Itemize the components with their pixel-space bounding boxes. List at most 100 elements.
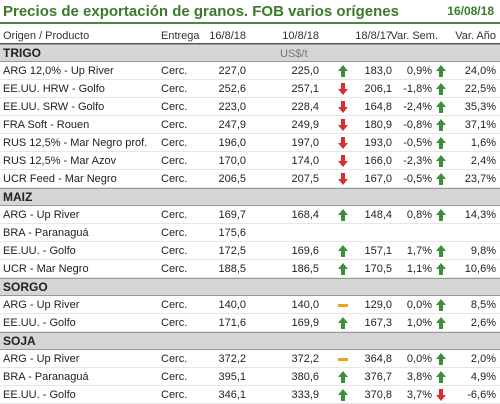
price-current: 346,1 bbox=[218, 389, 246, 401]
price-last-week: 197,0 bbox=[291, 137, 319, 149]
weekly-change: 3,7% bbox=[406, 389, 432, 401]
delivery-term: Cerc. bbox=[161, 389, 188, 401]
price-last-week: 169,6 bbox=[291, 245, 319, 257]
product-name: FRA Soft - Rouen bbox=[3, 119, 90, 131]
price-current: 223,0 bbox=[218, 101, 246, 113]
price-last-week: 174,0 bbox=[291, 155, 319, 167]
page-title: Precios de exportación de granos. FOB va… bbox=[3, 3, 399, 20]
arrow-down-icon bbox=[338, 101, 348, 113]
section-name: SORGO bbox=[3, 280, 48, 294]
yearly-change: 14,3% bbox=[464, 209, 496, 221]
table-row: BRA - Paranaguá Cerc. 175,6 bbox=[0, 224, 500, 242]
weekly-change: 0,8% bbox=[406, 209, 432, 221]
arrow-up-icon bbox=[338, 65, 348, 77]
price-current: 169,7 bbox=[218, 209, 246, 221]
yearly-change: 1,6% bbox=[470, 137, 496, 149]
section-name: MAIZ bbox=[3, 190, 33, 204]
table-row: EE.UU. - Golfo Cerc. 346,1 333,9 370,8 3,7% -6… bbox=[0, 386, 500, 404]
price-last-year: 193,0 bbox=[364, 137, 392, 149]
arrow-up-icon bbox=[436, 155, 446, 167]
arrow-up-icon bbox=[338, 263, 348, 275]
table-row: UCR Feed - Mar Negro Cerc. 206,5 207,5 167,0… bbox=[0, 170, 500, 188]
delivery-term: Cerc. bbox=[161, 101, 188, 113]
weekly-change: -0,8% bbox=[403, 119, 432, 131]
delivery-term: Cerc. bbox=[161, 83, 188, 95]
arrow-up-icon bbox=[338, 317, 348, 329]
section-header-trigo: TRIGO US$/t bbox=[0, 44, 500, 62]
arrow-up-icon bbox=[436, 371, 446, 383]
delivery-term: Cerc. bbox=[161, 173, 188, 185]
table-row: EE.UU. - Golfo Cerc. 172,5 169,6 157,1 1,7% 9,… bbox=[0, 242, 500, 260]
table-row: ARG - Up River Cerc. 140,0 140,0 129,0 0,0% 8,… bbox=[0, 296, 500, 314]
delivery-term: Cerc. bbox=[161, 65, 188, 77]
delivery-term: Cerc. bbox=[161, 299, 188, 311]
table-row: RUS 12,5% - Mar Azov Cerc. 170,0 174,0 166,0… bbox=[0, 152, 500, 170]
yearly-change: 24,0% bbox=[464, 65, 496, 77]
table-row: ARG - Up River Cerc. 372,2 372,2 364,8 0,0% 2,… bbox=[0, 350, 500, 368]
price-current: 140,0 bbox=[218, 299, 246, 311]
dash-icon bbox=[338, 353, 348, 365]
product-name: RUS 12,5% - Mar Azov bbox=[3, 155, 117, 167]
header-var-anio: Var. Año bbox=[455, 30, 496, 42]
delivery-term: Cerc. bbox=[161, 371, 188, 383]
weekly-change: 3,8% bbox=[406, 371, 432, 383]
product-name: UCR Feed - Mar Negro bbox=[3, 173, 117, 185]
yearly-change: 37,1% bbox=[464, 119, 496, 131]
delivery-term: Cerc. bbox=[161, 209, 188, 221]
price-current: 175,6 bbox=[218, 227, 246, 239]
price-last-week: 168,4 bbox=[291, 209, 319, 221]
weekly-change: 1,1% bbox=[406, 263, 432, 275]
table-row: EE.UU. SRW - Golfo Cerc. 223,0 228,4 164,8 -2… bbox=[0, 98, 500, 116]
header-date-3: 18/8/17 bbox=[355, 30, 392, 42]
delivery-term: Cerc. bbox=[161, 155, 188, 167]
arrow-up-icon bbox=[338, 389, 348, 401]
arrow-up-icon bbox=[436, 245, 446, 257]
weekly-change: -2,3% bbox=[403, 155, 432, 167]
product-name: UCR - Mar Negro bbox=[3, 263, 89, 275]
report-date: 16/08/18 bbox=[447, 4, 494, 18]
price-current: 188,5 bbox=[218, 263, 246, 275]
price-last-year: 164,8 bbox=[364, 101, 392, 113]
arrow-down-icon bbox=[338, 173, 348, 185]
product-name: EE.UU. SRW - Golfo bbox=[3, 101, 105, 113]
price-current: 252,6 bbox=[218, 83, 246, 95]
price-last-week: 380,6 bbox=[291, 371, 319, 383]
price-last-year: 157,1 bbox=[364, 245, 392, 257]
product-name: EE.UU. - Golfo bbox=[3, 389, 76, 401]
header-date-2: 10/8/18 bbox=[282, 30, 319, 42]
table-row: EE.UU. - Golfo Cerc. 171,6 169,9 167,3 1,0% 2,… bbox=[0, 314, 500, 332]
price-last-year: 364,8 bbox=[364, 353, 392, 365]
arrow-down-icon bbox=[338, 119, 348, 131]
yearly-change: 8,5% bbox=[470, 299, 496, 311]
weekly-change: -2,4% bbox=[403, 101, 432, 113]
header-origen: Origen / Producto bbox=[3, 30, 90, 42]
price-last-year: 148,4 bbox=[364, 209, 392, 221]
weekly-change: 0,0% bbox=[406, 353, 432, 365]
delivery-term: Cerc. bbox=[161, 137, 188, 149]
product-name: ARG 12,0% - Up River bbox=[3, 65, 114, 77]
product-name: ARG - Up River bbox=[3, 209, 80, 221]
weekly-change: 0,9% bbox=[406, 65, 432, 77]
yearly-change: 22,5% bbox=[464, 83, 496, 95]
title-bar: Precios de exportación de granos. FOB va… bbox=[0, 0, 500, 24]
delivery-term: Cerc. bbox=[161, 353, 188, 365]
arrow-up-icon bbox=[436, 83, 446, 95]
yearly-change: 2,6% bbox=[470, 317, 496, 329]
arrow-down-icon bbox=[436, 389, 446, 401]
price-last-week: 186,5 bbox=[291, 263, 319, 275]
delivery-term: Cerc. bbox=[161, 317, 188, 329]
weekly-change: 0,0% bbox=[406, 299, 432, 311]
price-current: 395,1 bbox=[218, 371, 246, 383]
price-last-year: 167,0 bbox=[364, 173, 392, 185]
arrow-up-icon bbox=[436, 119, 446, 131]
price-last-week: 225,0 bbox=[291, 65, 319, 77]
yearly-change: 35,3% bbox=[464, 101, 496, 113]
product-name: ARG - Up River bbox=[3, 353, 80, 365]
arrow-up-icon bbox=[436, 353, 446, 365]
price-last-year: 180,9 bbox=[364, 119, 392, 131]
price-last-week: 207,5 bbox=[291, 173, 319, 185]
arrow-up-icon bbox=[436, 65, 446, 77]
delivery-term: Cerc. bbox=[161, 263, 188, 275]
weekly-change: -1,8% bbox=[403, 83, 432, 95]
dash-icon bbox=[338, 299, 348, 311]
